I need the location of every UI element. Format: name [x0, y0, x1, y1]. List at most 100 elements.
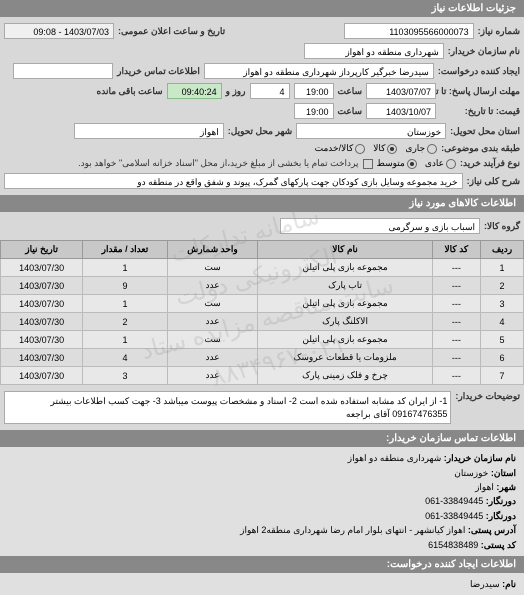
table-cell: 1403/07/30: [1, 295, 83, 313]
details-header: جزئیات اطلاعات نیاز: [0, 0, 524, 17]
table-cell: 2: [481, 277, 524, 295]
deadline-label: مهلت ارسال پاسخ: تا تاریخ:: [440, 86, 520, 97]
table-cell: 1403/07/30: [1, 349, 83, 367]
contact-footer: نام سازمان خریدار: شهرداری منطقه دو اهوا…: [0, 447, 524, 556]
deadline-date-field: 1403/07/07: [366, 83, 436, 99]
table-cell: 9: [83, 277, 167, 295]
buyer-notes-label: توضیحات خریدار:: [455, 391, 520, 402]
buyer-contact-field[interactable]: [13, 63, 113, 79]
table-cell: ---: [432, 349, 480, 367]
price-date-field: 1403/10/07: [366, 103, 436, 119]
table-row: 7---چرخ و فلک زمینی پارکعدد31403/07/30: [1, 367, 524, 385]
table-cell: 6: [481, 349, 524, 367]
table-row: 2---تاب پارکعدد91403/07/30: [1, 277, 524, 295]
table-cell: 3: [83, 367, 167, 385]
table-row: 6---ملزومات یا قطعات عروسکعدد41403/07/30: [1, 349, 524, 367]
announce-date-label: تاریخ و ساعت اعلان عمومی:: [118, 26, 225, 37]
goods-table: ردیفکد کالانام کالاواحد شمارشتعداد / مقد…: [0, 240, 524, 385]
requester-field: سیدرضا خبرگیر کارپرداز شهرداری منطقه دو …: [204, 63, 434, 79]
table-cell: عدد: [167, 367, 258, 385]
table-cell: ست: [167, 259, 258, 277]
table-cell: چرخ و فلک زمینی پارک: [258, 367, 432, 385]
delivery-city-label: شهر محل تحویل:: [228, 126, 292, 137]
delivery-state-field: خوزستان: [296, 123, 446, 139]
buyer-name-label: نام سازمان خریدار:: [448, 46, 520, 57]
delivery-city-field: اهواز: [74, 123, 224, 139]
goods-header: اطلاعات کالاهای مورد نیاز: [0, 195, 524, 212]
table-cell: مجموعه بازی پلی اتیلن: [258, 295, 432, 313]
table-cell: ---: [432, 295, 480, 313]
budget-type-label: طبقه بندی موضوعی:: [441, 143, 520, 154]
table-col-header: تعداد / مقدار: [83, 241, 167, 259]
table-cell: 1403/07/30: [1, 313, 83, 331]
radio-icon: [446, 159, 456, 169]
buyer-name-field: شهرداری منطقه دو اهواز: [304, 43, 444, 59]
remaining-time-field: 09:40:24: [167, 83, 222, 99]
table-cell: ملزومات یا قطعات عروسک: [258, 349, 432, 367]
table-cell: 4: [481, 313, 524, 331]
table-cell: ---: [432, 331, 480, 349]
table-cell: ست: [167, 295, 258, 313]
table-cell: 4: [83, 349, 167, 367]
table-col-header: نام کالا: [258, 241, 432, 259]
creator-header: اطلاعات ایجاد کننده درخواست:: [0, 556, 524, 573]
remaining-label: ساعت باقی مانده: [97, 86, 163, 97]
table-cell: ---: [432, 313, 480, 331]
radio-icon: [387, 144, 397, 154]
goods-group-label: گروه کالا:: [484, 221, 520, 232]
description-field: خرید مجموعه وسایل بازی کودکان جهت پارکها…: [4, 173, 463, 189]
table-cell: 1403/07/30: [1, 277, 83, 295]
table-cell: ---: [432, 277, 480, 295]
number-label: شماره نیاز:: [478, 26, 520, 37]
table-cell: ست: [167, 331, 258, 349]
table-cell: ---: [432, 367, 480, 385]
delivery-state-label: استان محل تحویل:: [450, 126, 520, 137]
table-cell: 1403/07/30: [1, 367, 83, 385]
table-cell: 7: [481, 367, 524, 385]
hour-label-2: ساعت: [338, 106, 363, 117]
table-cell: تاب پارک: [258, 277, 432, 295]
creator-footer: نام: سیدرضا: [0, 573, 524, 595]
deadline-hour-field: 19:00: [294, 83, 334, 99]
table-cell: 1: [83, 295, 167, 313]
table-cell: 1403/07/30: [1, 331, 83, 349]
table-cell: 1: [83, 331, 167, 349]
table-cell: 1403/07/30: [1, 259, 83, 277]
table-cell: عدد: [167, 349, 258, 367]
table-cell: عدد: [167, 277, 258, 295]
payment-note: پرداخت تمام یا بخشی از مبلغ خرید،از محل …: [78, 158, 358, 169]
price-until-label: قیمت: تا تاریخ:: [440, 106, 520, 117]
table-cell: عدد: [167, 313, 258, 331]
payment-method-label: نوع فرآیند خرید:: [460, 158, 520, 169]
table-cell: مجموعه بازی پلی اتیلن: [258, 259, 432, 277]
table-row: 5---مجموعه بازی پلی اتیلنست11403/07/30: [1, 331, 524, 349]
table-row: 3---مجموعه بازی پلی اتیلنست11403/07/30: [1, 295, 524, 313]
payment-opt1[interactable]: عادی: [425, 158, 456, 169]
announce-date-field: 1403/07/03 - 09:08: [4, 23, 114, 39]
hour-label-1: ساعت: [338, 86, 363, 97]
buyer-contact-label: اطلاعات تماس خریدار: [117, 66, 200, 77]
table-row: 1---مجموعه بازی پلی اتیلنست11403/07/30: [1, 259, 524, 277]
radio-icon: [355, 144, 365, 154]
payment-opt2[interactable]: متوسط: [377, 158, 417, 169]
goods-group-field: اسباب بازی و سرگرمی: [280, 218, 480, 234]
table-cell: 1: [481, 259, 524, 277]
table-row: 4---الاکلنگ پارکعدد21403/07/30: [1, 313, 524, 331]
budget-opt3[interactable]: کالا/خدمت: [315, 143, 366, 154]
budget-opt1[interactable]: جاری: [405, 143, 437, 154]
table-cell: الاکلنگ پارک: [258, 313, 432, 331]
buyer-notes-field: 1- از ایران کد مشابه استفاده شده است 2- …: [4, 391, 451, 424]
price-hour-field: 19:00: [294, 103, 334, 119]
table-cell: 1: [83, 259, 167, 277]
table-cell: ---: [432, 259, 480, 277]
day-label: روز و: [226, 86, 246, 97]
payment-checkbox[interactable]: [363, 159, 373, 169]
table-cell: مجموعه بازی پلی اتیلن: [258, 331, 432, 349]
payment-radio-group: عادی متوسط: [377, 158, 456, 169]
budget-opt2[interactable]: کالا: [373, 143, 397, 154]
remaining-days-field: 4: [250, 83, 290, 99]
number-field: 1103095566000073: [344, 23, 474, 39]
table-col-header: کد کالا: [432, 241, 480, 259]
requester-label: ایجاد کننده درخواست:: [438, 66, 520, 77]
table-col-header: ردیف: [481, 241, 524, 259]
